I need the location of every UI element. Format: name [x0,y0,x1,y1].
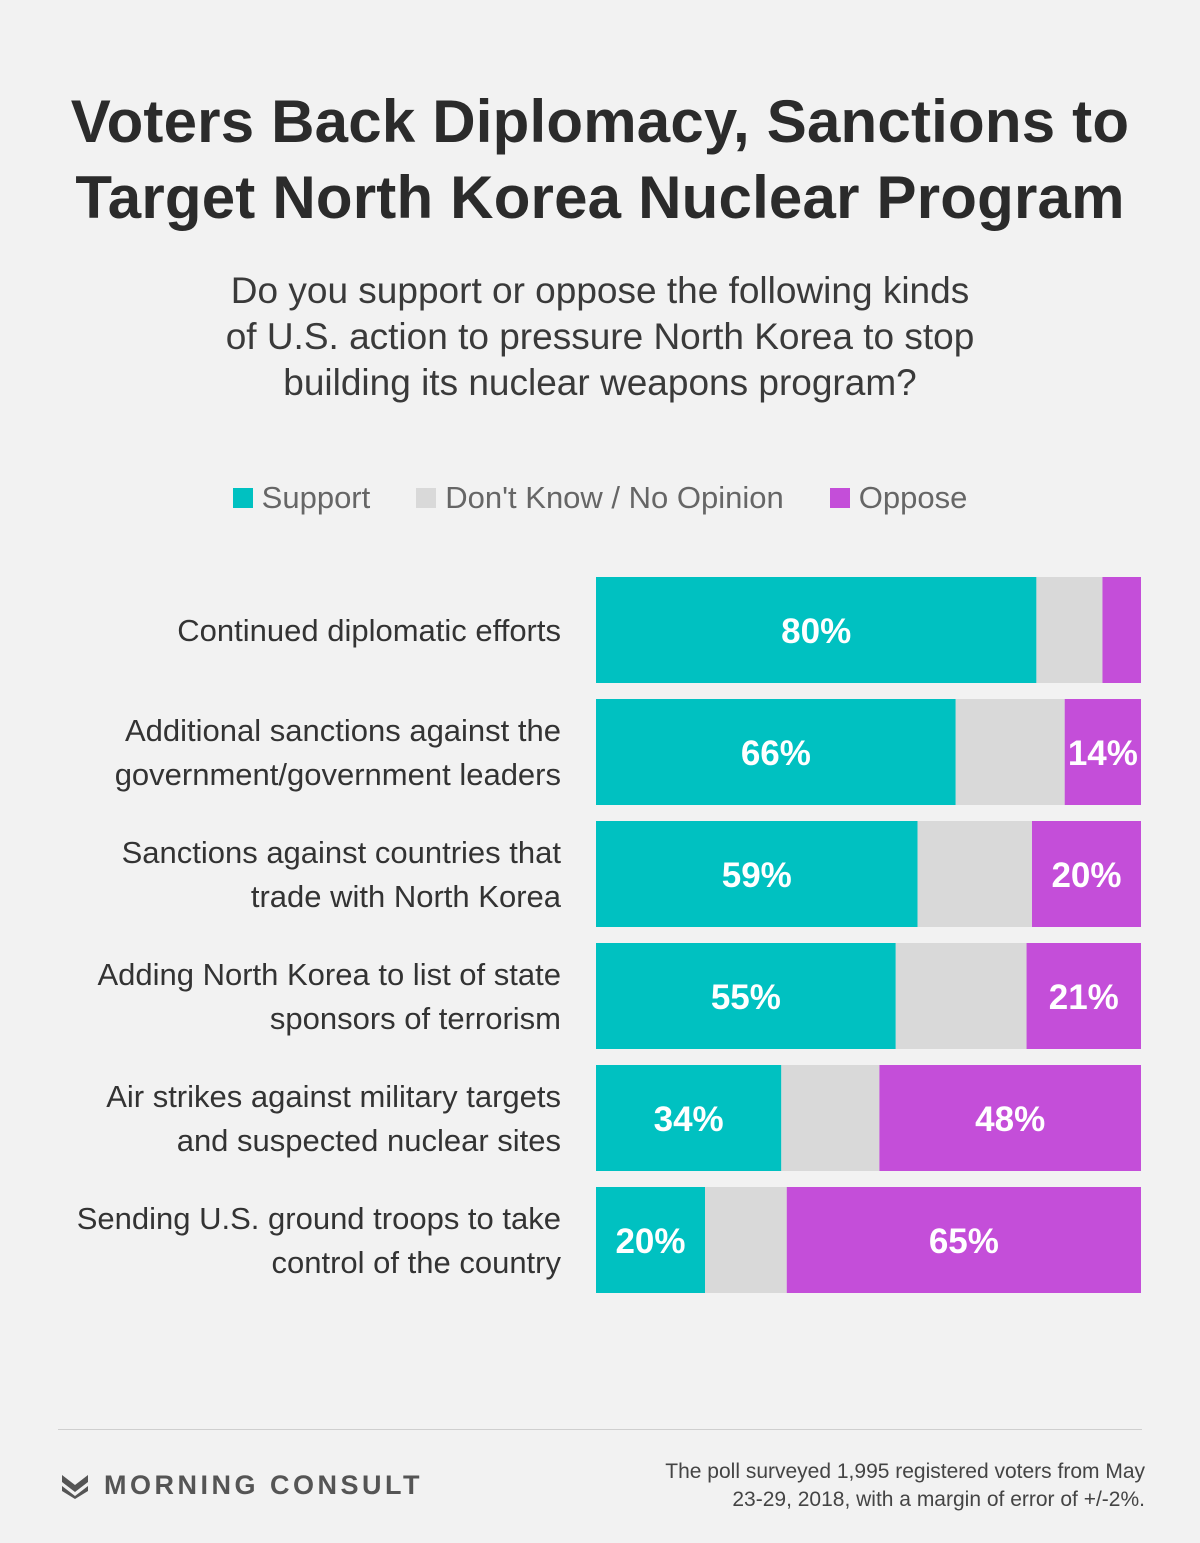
bar-value-label: 34% [654,1100,724,1139]
footnote-line-2: 23-29, 2018, with a margin of error of +… [732,1488,1145,1511]
bar-segment-oppose [879,1065,1141,1171]
bar-segment-oppose [786,1187,1141,1293]
bar-segment-support [596,943,896,1049]
bar-segment-support [596,1065,782,1171]
subtitle-line-2: of U.S. action to pressure North Korea t… [225,316,975,357]
bar-segment-dont-know [1036,577,1103,683]
bar-segment-dont-know [917,821,1032,927]
bar-segment-dont-know [955,699,1065,805]
bar-segment-support [596,577,1037,683]
bar-segment-dont-know [705,1187,787,1293]
legend-swatch-oppose [829,488,850,508]
bar-value-label: 20% [1051,856,1121,895]
category-label: Sanctions against countries that [122,835,562,870]
bar-segment-dont-know [781,1065,880,1171]
bar-value-label: 48% [975,1100,1045,1139]
subtitle-line-1: Do you support or oppose the following k… [230,270,970,311]
legend-label-support: Support [261,480,371,515]
bar-value-label: 59% [722,856,792,895]
chart-subtitle: Do you support or oppose the following k… [0,268,1200,406]
bar-value-label: 20% [615,1222,685,1261]
bar-value-label: 14% [1068,734,1138,773]
bar-segment-support [596,821,918,927]
bar-segment-dont-know [895,943,1027,1049]
morning-consult-mark-icon [62,1474,88,1499]
legend-label-dont-know: Don't Know / No Opinion [445,480,784,515]
category-label: Additional sanctions against the [125,713,561,748]
chart-title: Voters Back Diplomacy, Sanctions to Targ… [0,84,1200,236]
category-label: Adding North Korea to list of state [97,957,561,992]
bar-segment-oppose [1064,699,1141,805]
bar-value-label: 65% [929,1222,999,1261]
poll-footnote: The poll surveyed 1,995 registered voter… [525,1458,1145,1514]
category-label: Continued diplomatic efforts [177,613,561,648]
stacked-bar-chart: 80% Continued diplomatic efforts 66% 14% Add… [77,577,1141,1293]
legend-swatch-support [232,488,253,508]
bar-segment-support [596,699,956,805]
footer-divider [58,1429,1142,1430]
title-line-1: Voters Back Diplomacy, Sanctions to [70,88,1130,155]
legend-label-oppose: Oppose [858,480,968,515]
bar-value-label: 66% [741,734,811,773]
subtitle-line-3: building its nuclear weapons program? [283,362,917,403]
bar-segment-oppose [1032,821,1141,927]
bar-segment-oppose [1026,943,1141,1049]
category-label: trade with North Korea [251,879,562,914]
category-label: government/government leaders [115,757,561,792]
brand-name: MORNING CONSULT [104,1470,423,1500]
title-line-2: Target North Korea Nuclear Program [75,164,1125,231]
chart-legend: Support Don't Know / No Opinion Oppose [0,480,1200,516]
bar-value-label: 21% [1049,978,1119,1017]
legend-item-oppose: Oppose [829,480,968,516]
category-label: control of the country [272,1245,562,1280]
bar-segment-oppose [1102,577,1141,683]
category-label: and suspected nuclear sites [177,1123,561,1158]
category-label: Air strikes against military targets [106,1079,561,1114]
legend-item-support: Support [232,480,371,516]
footnote-line-1: The poll surveyed 1,995 registered voter… [665,1460,1145,1483]
bar-segment-support [596,1187,705,1293]
category-label: Sending U.S. ground troops to take [77,1201,561,1236]
bar-value-label: 80% [781,612,851,651]
legend-item-dont-know: Don't Know / No Opinion [416,480,784,516]
category-label: sponsors of terrorism [270,1001,561,1036]
bar-value-label: 55% [711,978,781,1017]
brand-logo: MORNING CONSULT [60,1470,423,1501]
legend-swatch-dont-know [416,488,437,508]
